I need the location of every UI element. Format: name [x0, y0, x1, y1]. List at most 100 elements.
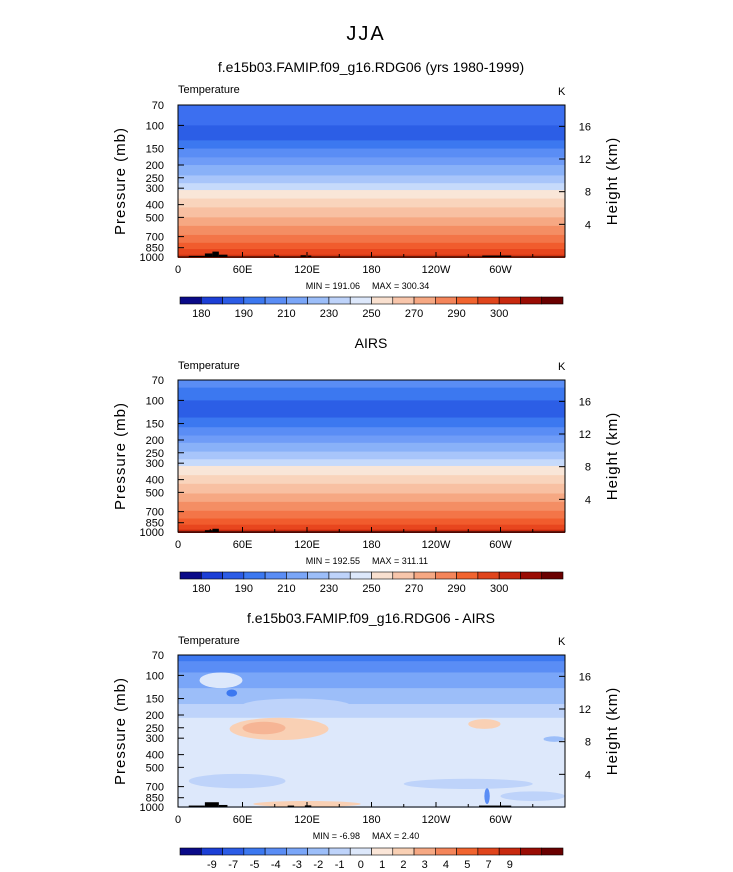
- min-label: MIN = -6.98: [313, 831, 360, 841]
- suptitle: JJA: [346, 23, 385, 45]
- colorbar-swatch: [435, 847, 457, 856]
- colorbar-tick-label: -2: [313, 859, 323, 871]
- pressure-tick-label: 150: [146, 419, 164, 431]
- colorbar-swatch: [520, 296, 543, 305]
- height-tick-label: 12: [579, 154, 591, 166]
- height-tick-label: 8: [585, 462, 591, 474]
- pressure-tick-label: 100: [146, 395, 164, 407]
- min-label: MIN = 191.06: [306, 281, 360, 291]
- colorbar-tick-label: -1: [335, 859, 345, 871]
- colorbar-tick-label: 9: [507, 859, 513, 871]
- variable-label: Temperature: [178, 360, 240, 372]
- colorbar-swatch: [477, 571, 500, 580]
- colorbar-tick-label: -4: [271, 859, 281, 871]
- lon-tick-label: 120E: [294, 264, 320, 276]
- colorbar-swatch: [477, 296, 500, 305]
- variable-label: Temperature: [178, 84, 240, 96]
- pressure-tick-label: 200: [146, 710, 164, 722]
- colorbar-swatch: [222, 571, 245, 580]
- contour-band: [178, 442, 565, 453]
- contour-anomaly: [242, 698, 350, 713]
- colorbar-tick-label: 0: [358, 859, 364, 871]
- lon-tick-label: 180: [362, 539, 380, 551]
- contour-band: [178, 125, 565, 141]
- terrain-mask: [204, 802, 219, 807]
- contour-band: [178, 475, 565, 485]
- colorbar-tick-label: 180: [192, 583, 210, 595]
- contour-band: [178, 518, 565, 526]
- contour-band: [178, 459, 565, 467]
- height-tick-label: 4: [585, 494, 591, 506]
- lon-tick-label: 0: [175, 539, 181, 551]
- lon-tick-label: 120W: [422, 814, 451, 826]
- colorbar-tick-label: 5: [464, 859, 470, 871]
- colorbar-tick-label: 180: [192, 308, 210, 320]
- contour-band: [178, 242, 565, 250]
- colorbar-swatch: [243, 296, 266, 305]
- height-tick-label: 12: [579, 704, 591, 716]
- pressure-tick-label: 850: [146, 243, 164, 255]
- lon-tick-label: 60E: [233, 814, 253, 826]
- pressure-tick-label: 700: [146, 507, 164, 519]
- terrain-mask: [274, 255, 280, 257]
- units-label: K: [558, 636, 566, 648]
- height-tick-label: 16: [579, 671, 591, 683]
- colorbar-swatch: [328, 571, 351, 580]
- terrain-mask: [482, 255, 512, 257]
- colorbar-swatch: [541, 847, 564, 856]
- contour-band: [178, 483, 565, 495]
- contour-band: [178, 672, 565, 689]
- height-tick-label: 4: [585, 219, 591, 231]
- pressure-tick-label: 70: [152, 650, 164, 662]
- contour-band: [178, 655, 565, 662]
- pressure-tick-label: 100: [146, 670, 164, 682]
- colorbar-swatch: [413, 571, 436, 580]
- colorbar-swatch: [371, 847, 394, 856]
- colorbar-tick-label: 1: [379, 859, 385, 871]
- contour-band: [178, 501, 565, 512]
- contour-band: [178, 207, 565, 218]
- colorbar-swatch: [307, 847, 330, 856]
- colorbar-tick-label: 230: [320, 308, 338, 320]
- pressure-tick-label: 150: [146, 144, 164, 156]
- colorbar-tick-label: 2: [400, 859, 406, 871]
- contour-band: [178, 661, 565, 673]
- pressure-tick-label: 500: [146, 487, 164, 499]
- colorbar-tick-label: 230: [320, 583, 338, 595]
- pressure-tick-label: 700: [146, 782, 164, 794]
- pressure-tick-label: 300: [146, 183, 164, 195]
- colorbar: 180 190 210 230 250 270 290 300: [179, 296, 564, 320]
- height-tick-label: 16: [579, 121, 591, 133]
- pressure-tick-label: 70: [152, 100, 164, 112]
- colorbar-swatch: [222, 847, 245, 856]
- contour-band: [178, 465, 565, 476]
- colorbar-tick-label: 190: [235, 308, 253, 320]
- contour-anomaly: [242, 721, 286, 735]
- colorbar-tick-label: 250: [362, 308, 380, 320]
- colorbar-tick-label: 300: [490, 308, 508, 320]
- colorbar-tick-label: 7: [485, 859, 491, 871]
- lon-tick-label: 60E: [233, 539, 253, 551]
- lon-tick-label: 120W: [422, 539, 451, 551]
- colorbar-swatch: [435, 571, 457, 580]
- colorbar-swatch: [456, 571, 479, 580]
- lon-tick-label: 120E: [294, 814, 320, 826]
- height-tick-label: 16: [579, 396, 591, 408]
- contour-anomaly: [199, 672, 243, 689]
- contour-anomaly: [468, 719, 501, 729]
- pressure-tick-label: 850: [146, 793, 164, 805]
- pressure-tick-label: 400: [146, 200, 164, 212]
- contour-band: [178, 451, 565, 460]
- terrain-mask: [188, 255, 205, 257]
- colorbar-swatch: [243, 571, 266, 580]
- pressure-tick-label: 1000: [140, 527, 164, 539]
- pressure-tick-label: 250: [146, 723, 164, 735]
- colorbar: -9 -7 -5 -4 -3 -2 -1 0 1 2 3 4 5 7 9: [179, 847, 564, 871]
- colorbar-swatch: [349, 847, 372, 856]
- lon-tick-label: 60E: [233, 264, 253, 276]
- colorbar-swatch: [520, 847, 543, 856]
- colorbar-tick-label: 190: [235, 583, 253, 595]
- colorbar-swatch: [456, 296, 479, 305]
